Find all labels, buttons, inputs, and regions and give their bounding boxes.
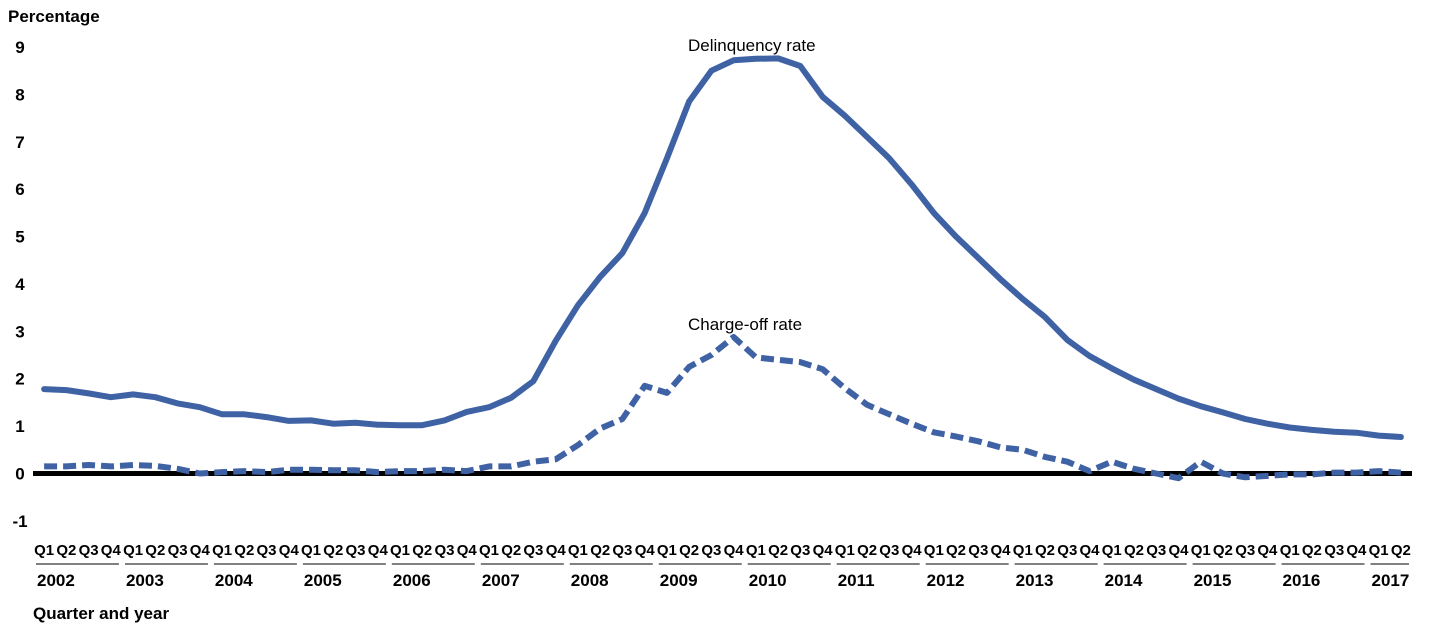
- series-line-delinquency-rate: [41, 55, 1404, 440]
- x-year-label: 2008: [571, 571, 609, 590]
- x-quarter-label: Q1: [34, 542, 54, 559]
- x-quarter-label: Q1: [479, 542, 499, 559]
- x-quarter-label: Q1: [1369, 542, 1389, 559]
- x-quarter-label: Q4: [1346, 542, 1367, 559]
- x-quarter-label: Q2: [768, 542, 788, 559]
- y-tick-label: 7: [15, 133, 24, 152]
- x-quarter-label: Q2: [56, 542, 76, 559]
- x-quarter-label: Q2: [946, 542, 966, 559]
- y-tick-label: 5: [15, 228, 24, 247]
- x-quarter-label: Q3: [790, 542, 810, 559]
- x-year-label: 2016: [1283, 571, 1321, 590]
- x-quarter-label: Q2: [1213, 542, 1233, 559]
- x-quarter-label: Q3: [345, 542, 365, 559]
- x-quarter-label: Q1: [1013, 542, 1033, 559]
- x-quarter-label: Q4: [813, 542, 834, 559]
- x-year-label: 2010: [749, 571, 787, 590]
- x-quarter-label: Q3: [701, 542, 721, 559]
- y-tick-label: 8: [15, 85, 24, 104]
- x-year-label: 2009: [660, 571, 698, 590]
- y-tick-label: 2: [15, 370, 24, 389]
- x-quarter-label: Q1: [746, 542, 766, 559]
- x-quarter-label: Q4: [368, 542, 389, 559]
- x-quarter-label: Q1: [835, 542, 855, 559]
- x-quarter-label: Q1: [301, 542, 321, 559]
- x-quarter-label: Q1: [212, 542, 232, 559]
- x-quarter-label: Q2: [590, 542, 610, 559]
- x-quarter-label: Q3: [523, 542, 543, 559]
- x-quarter-label: Q3: [1146, 542, 1166, 559]
- x-quarter-label: Q2: [234, 542, 254, 559]
- x-quarter-label: Q3: [256, 542, 276, 559]
- x-year-label: 2002: [37, 571, 75, 590]
- x-quarter-label: Q4: [1168, 542, 1189, 559]
- x-quarter-label: Q4: [635, 542, 656, 559]
- x-quarter-label: Q2: [679, 542, 699, 559]
- x-quarter-label: Q2: [323, 542, 343, 559]
- x-quarter-label: Q2: [412, 542, 432, 559]
- x-year-label: 2007: [482, 571, 520, 590]
- x-quarter-label: Q3: [434, 542, 454, 559]
- y-tick-label: 0: [15, 465, 24, 484]
- x-axis-title: Quarter and year: [33, 604, 169, 623]
- x-quarter-label: Q2: [145, 542, 165, 559]
- x-quarter-label: Q3: [1057, 542, 1077, 559]
- x-quarter-label: Q4: [902, 542, 923, 559]
- x-quarter-label: Q4: [457, 542, 478, 559]
- x-quarter-label: Q4: [724, 542, 745, 559]
- x-axis: Q1 Q2 Q3 Q4 Q1 Q2 Q3 Q4 Q1 Q2 Q3 Q4 Q1 Q2 Q3 Q4 Q1 Q2 Q3 Q4…: [34, 542, 1411, 590]
- annotation-delinquency-rate: Delinquency rate: [688, 36, 816, 55]
- x-quarter-label: Q4: [1079, 542, 1100, 559]
- x-quarter-label: Q3: [612, 542, 632, 559]
- x-year-label: 2017: [1372, 571, 1410, 590]
- y-tick-label: 4: [15, 275, 25, 294]
- x-year-label: 2005: [304, 571, 342, 590]
- x-quarter-label: Q4: [1257, 542, 1278, 559]
- x-quarter-label: Q4: [190, 542, 211, 559]
- y-axis-title: Percentage: [8, 7, 100, 26]
- x-year-label: 2011: [838, 571, 875, 590]
- x-quarter-label: Q3: [1235, 542, 1255, 559]
- x-quarter-label: Q2: [857, 542, 877, 559]
- x-quarter-label: Q2: [1391, 542, 1411, 559]
- x-quarter-label: Q1: [924, 542, 944, 559]
- x-year-label: 2014: [1105, 571, 1143, 590]
- annotation-charge-off-rate: Charge-off rate: [688, 315, 802, 334]
- series-lines: [41, 55, 1404, 482]
- x-quarter-label: Q1: [1280, 542, 1300, 559]
- x-year-label: 2003: [126, 571, 164, 590]
- x-quarter-label: Q3: [79, 542, 99, 559]
- x-quarter-label: Q2: [1035, 542, 1055, 559]
- x-quarter-label: Q4: [990, 542, 1011, 559]
- x-quarter-label: Q1: [657, 542, 677, 559]
- x-quarter-label: Q4: [279, 542, 300, 559]
- series-line-charge-off-rate: [44, 334, 1402, 482]
- y-tick-label: 3: [15, 322, 24, 341]
- x-quarter-label: Q3: [168, 542, 188, 559]
- y-tick-label: -1: [12, 512, 27, 531]
- y-tick-label: 1: [15, 417, 24, 436]
- x-quarter-label: Q1: [1191, 542, 1211, 559]
- x-year-label: 2012: [927, 571, 965, 590]
- x-quarter-label: Q1: [390, 542, 410, 559]
- x-quarter-label: Q2: [1302, 542, 1322, 559]
- x-quarter-label: Q1: [568, 542, 588, 559]
- x-quarter-label: Q2: [1124, 542, 1144, 559]
- y-tick-label: 9: [15, 38, 24, 57]
- x-year-label: 2004: [215, 571, 253, 590]
- x-quarter-label: Q1: [1102, 542, 1122, 559]
- x-quarter-label: Q4: [546, 542, 567, 559]
- x-year-label: 2006: [393, 571, 431, 590]
- x-quarter-label: Q1: [123, 542, 143, 559]
- x-quarter-label: Q3: [968, 542, 988, 559]
- x-year-label: 2015: [1194, 571, 1232, 590]
- x-quarter-label: Q3: [1324, 542, 1344, 559]
- y-axis-ticks: 9 8 7 6 5 4 3 2 1 0 -1: [12, 38, 27, 531]
- x-quarter-label: Q4: [101, 542, 122, 559]
- x-quarter-label: Q2: [501, 542, 521, 559]
- x-quarter-label: Q3: [879, 542, 899, 559]
- x-year-label: 2013: [1016, 571, 1054, 590]
- y-tick-label: 6: [15, 180, 24, 199]
